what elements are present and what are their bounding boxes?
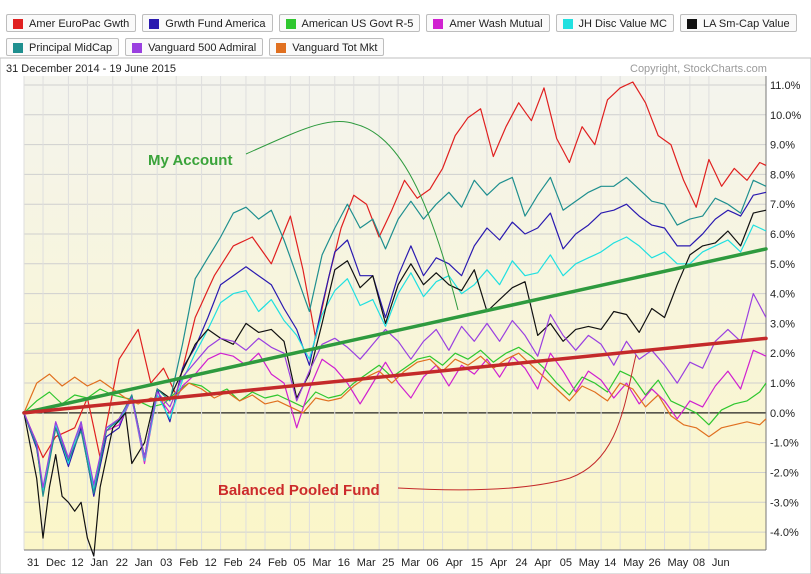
legend-swatch: [285, 19, 296, 29]
y-tick-label: 4.0%: [770, 289, 795, 301]
y-tick-label: 5.0%: [770, 259, 795, 271]
legend-item-vanguard-tot-mkt[interactable]: Vanguard Tot Mkt: [269, 38, 385, 56]
my-account-trend-line: [22, 247, 768, 415]
y-tick-label: 0.0%: [770, 408, 795, 420]
x-tick-label: May: [579, 557, 600, 569]
x-tick-label: Jun: [712, 557, 730, 569]
y-tick-label: 6.0%: [770, 229, 795, 241]
legend-swatch: [132, 43, 143, 53]
x-tick-label: 08: [693, 557, 705, 569]
legend-swatch: [686, 19, 697, 29]
y-tick-label: 1.0%: [770, 378, 795, 390]
x-tick-label: Mar: [401, 557, 420, 569]
x-tick-label: Feb: [224, 557, 243, 569]
legend-item-american-us-govt-r-5[interactable]: American US Govt R-5: [278, 14, 421, 32]
legend-swatch: [13, 43, 23, 53]
y-tick-label: -4.0%: [770, 527, 799, 539]
x-tick-label: 16: [338, 557, 350, 569]
legend-item-grwth-fund-america[interactable]: Grwth Fund America: [142, 14, 273, 32]
x-tick-label: 24: [249, 557, 261, 569]
x-tick-label: 05: [560, 557, 572, 569]
chart-labels: 31 December 2014 - 19 June 2015 Copyrigh…: [6, 63, 767, 499]
legend-label: American US Govt R-5: [301, 18, 414, 30]
plot-background: [24, 76, 766, 550]
legend-label: Principal MidCap: [29, 42, 113, 54]
date-range-label: 31 December 2014 - 19 June 2015: [6, 63, 176, 75]
x-tick-label: 24: [515, 557, 527, 569]
my-account-connector: [245, 120, 459, 311]
x-tick-label: Apr: [446, 557, 463, 569]
legend-swatch: [562, 19, 573, 29]
legend: Amer EuroPac Gwth Grwth Fund America Ameri…: [0, 0, 811, 60]
legend-label: Amer Wash Mutual: [449, 18, 543, 30]
x-tick-label: May: [623, 557, 644, 569]
x-tick-label: Mar: [357, 557, 376, 569]
x-tick-label: 03: [160, 557, 172, 569]
legend-label: Vanguard Tot Mkt: [292, 42, 378, 54]
legend-swatch: [149, 19, 160, 29]
y-tick-label: 11.0%: [770, 80, 801, 92]
legend-label: Amer EuroPac Gwth: [29, 18, 130, 30]
annotation-balanced-pooled-fund: Balanced Pooled Fund: [218, 482, 380, 499]
y-tick-label: 8.0%: [770, 169, 795, 181]
x-tick-label: Apr: [534, 557, 551, 569]
legend-label: JH Disc Value MC: [578, 18, 667, 30]
legend-label: LA Sm-Cap Value: [702, 18, 790, 30]
copyright-label: Copyright, StockCharts.com: [630, 63, 767, 75]
legend-item-principal-midcap[interactable]: Principal MidCap: [6, 38, 120, 56]
legend-swatch: [276, 43, 287, 53]
y-tick-label: 7.0%: [770, 199, 795, 211]
x-tick-label: Feb: [179, 557, 198, 569]
x-tick-label: Feb: [268, 557, 287, 569]
legend-swatch: [13, 19, 23, 29]
x-tick-label: 12: [205, 557, 217, 569]
annotation-my-account: My Account: [148, 152, 232, 169]
legend-item-amer-europac-gwth[interactable]: Amer EuroPac Gwth: [6, 14, 137, 32]
x-tick-label: 25: [382, 557, 394, 569]
y-tick-label: 2.0%: [770, 348, 795, 360]
x-tick-label: Apr: [490, 557, 507, 569]
y-tick-label: -1.0%: [770, 438, 799, 450]
x-tick-label: 06: [427, 557, 439, 569]
series-line-vanguard-500-admiral: [23, 293, 767, 488]
trend-lines: [22, 120, 768, 491]
x-tick-label: Jan: [135, 557, 153, 569]
x-tick-label: Jan: [90, 557, 108, 569]
x-tick-label: Mar: [312, 557, 331, 569]
legend-label: Grwth Fund America: [165, 18, 266, 30]
balanced-fund-trend-line: [22, 336, 768, 415]
legend-swatch: [433, 19, 444, 29]
x-tick-label: 05: [293, 557, 305, 569]
x-tick-label: 15: [471, 557, 483, 569]
gridlines: [23, 76, 766, 550]
legend-item-amer-wash-mutual[interactable]: Amer Wash Mutual: [426, 14, 550, 32]
legend-label: Vanguard 500 Admiral: [148, 42, 257, 54]
x-tick-label: 26: [649, 557, 661, 569]
y-tick-label: -3.0%: [770, 497, 799, 509]
x-tick-label: 22: [116, 557, 128, 569]
y-tick-label: 3.0%: [770, 318, 795, 330]
legend-item-la-sm-cap-value[interactable]: LA Sm-Cap Value: [679, 14, 797, 32]
series-line-amer-europac-gwth: [23, 81, 767, 459]
x-tick-label: 12: [71, 557, 83, 569]
series-line-la-sm-cap-value: [23, 209, 767, 557]
y-tick-label: 9.0%: [770, 140, 795, 152]
x-tick-label: May: [668, 557, 689, 569]
x-tick-label: Dec: [46, 557, 66, 569]
legend-item-vanguard-500-admiral[interactable]: Vanguard 500 Admiral: [125, 38, 264, 56]
y-tick-label: 10.0%: [770, 110, 801, 122]
axes: 11.0% 10.0% 9.0% 8.0% 7.0% 6.0% 5.0% 4.0% 3.0% 2.…: [24, 76, 801, 569]
balanced-fund-connector: [397, 354, 637, 491]
x-tick-label: 14: [604, 557, 616, 569]
y-tick-label: -2.0%: [770, 467, 799, 479]
x-tick-label: 31: [27, 557, 39, 569]
legend-item-jh-disc-value-mc[interactable]: JH Disc Value MC: [555, 14, 674, 32]
